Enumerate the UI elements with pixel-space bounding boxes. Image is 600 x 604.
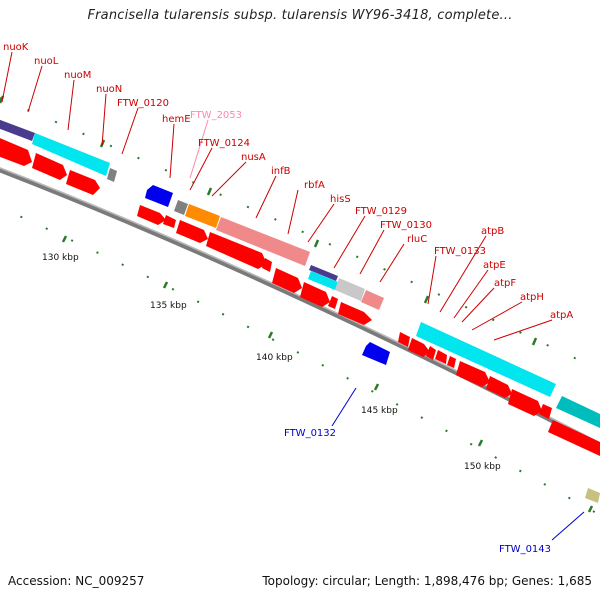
outer-tick: [423, 295, 430, 304]
gene-arrow: [548, 420, 600, 456]
genome-summary-text: Topology: circular; Length: 1,898,476 bp…: [262, 574, 592, 588]
gene-arrow: [300, 282, 330, 307]
gene-arrow: [456, 361, 490, 387]
gene-label-blue[interactable]: FTW_0132: [284, 428, 336, 439]
gene-label[interactable]: atpE: [483, 260, 506, 271]
label-leader-pink: [189, 119, 209, 179]
outer-tick: [206, 187, 213, 196]
gene-arrow: [447, 356, 456, 368]
gene-arrow: [0, 138, 32, 166]
ruler-tick: [373, 383, 380, 391]
outer-tick: [531, 337, 538, 346]
feature-band-teal-right: [556, 396, 600, 428]
gene-label[interactable]: nuoN: [96, 84, 122, 95]
accession-text: Accession: NC_009257: [8, 574, 145, 588]
gene-arrow: [398, 332, 410, 347]
feature-band-cyan-right: [416, 322, 556, 397]
gene-arrow: [539, 404, 552, 419]
ruler-label: 135 kbp: [150, 301, 187, 311]
gene-label[interactable]: FTW_0129: [355, 206, 407, 217]
gene-label[interactable]: hisS: [330, 194, 351, 205]
gene-arrow: [32, 153, 67, 180]
gene-arrow: [435, 350, 447, 364]
label-leader-blue: [331, 387, 357, 427]
gene-label[interactable]: nuoK: [3, 42, 29, 53]
ruler-label: 150 kbp: [464, 462, 501, 472]
ruler-label: 130 kbp: [42, 253, 79, 263]
gene-label[interactable]: nuoM: [64, 70, 91, 81]
ruler-track: [0, 206, 600, 516]
gene-label[interactable]: rbfA: [304, 180, 325, 191]
gene-label[interactable]: atpB: [481, 226, 504, 237]
feature-band-pink: [216, 217, 310, 266]
gene-arrow: [206, 232, 267, 269]
feature-band-grey: [174, 200, 188, 215]
ruler-tick: [477, 439, 484, 447]
gene-label[interactable]: hemE: [162, 114, 191, 125]
gene-arrow-reverse: [362, 342, 390, 365]
gene-label[interactable]: atpH: [520, 292, 544, 303]
ruler-label: 145 kbp: [361, 406, 398, 416]
gene-arrow-reverse: [145, 185, 173, 207]
gene-label-blue[interactable]: FTW_0143: [499, 544, 551, 555]
gene-arrow: [338, 302, 372, 325]
feature-band-cyan-left: [32, 133, 110, 176]
feature-band-navy: [0, 119, 35, 141]
gene-arrow: [486, 376, 512, 398]
gene-label[interactable]: infB: [271, 166, 291, 177]
label-leaders: [1, 51, 553, 341]
gene-arrow: [262, 258, 272, 272]
ruler-tick: [267, 331, 274, 339]
feature-band-navy-mid: [309, 265, 338, 281]
label-leader-blue: [551, 511, 585, 541]
gene-label[interactable]: atpF: [494, 278, 516, 289]
gene-arrow: [176, 220, 208, 243]
ruler-tick: [162, 281, 169, 289]
gene-label[interactable]: atpA: [550, 310, 573, 321]
ruler-tick: [587, 505, 594, 513]
outer-tick: [313, 239, 320, 248]
feature-band-grey-light: [335, 278, 365, 301]
gene-label[interactable]: FTW_0120: [117, 98, 169, 109]
feature-band-orange: [185, 204, 220, 228]
feature-band-cyan-mid: [308, 271, 338, 290]
feature-band-grey-left: [107, 168, 117, 182]
feature-khaki: [585, 488, 600, 503]
ruler-tick: [61, 235, 68, 243]
gene-arrow: [137, 205, 166, 225]
gene-arrow: [328, 296, 338, 309]
gene-arrow: [408, 338, 430, 357]
gene-label[interactable]: rluC: [407, 234, 427, 245]
gene-label[interactable]: FTW_0130: [380, 220, 432, 231]
gene-arrow: [508, 389, 542, 416]
ruler-label: 140 kbp: [256, 353, 293, 363]
gene-label[interactable]: nusA: [241, 152, 266, 163]
gene-arrow: [66, 170, 100, 195]
outer-dotted-track: [0, 97, 600, 371]
feature-band-pink-end: [361, 290, 384, 310]
gene-arrow: [426, 346, 436, 360]
gene-label[interactable]: FTW_0124: [198, 138, 250, 149]
gene-arrow: [272, 268, 302, 293]
gene-label[interactable]: FTW_0133: [434, 246, 486, 257]
gene-label[interactable]: nuoL: [34, 56, 59, 67]
gene-arrow: [163, 215, 176, 228]
gene-label-pink[interactable]: FTW_2053: [190, 110, 242, 121]
map-title: Francisella tularensis subsp. tularensis…: [87, 8, 513, 23]
